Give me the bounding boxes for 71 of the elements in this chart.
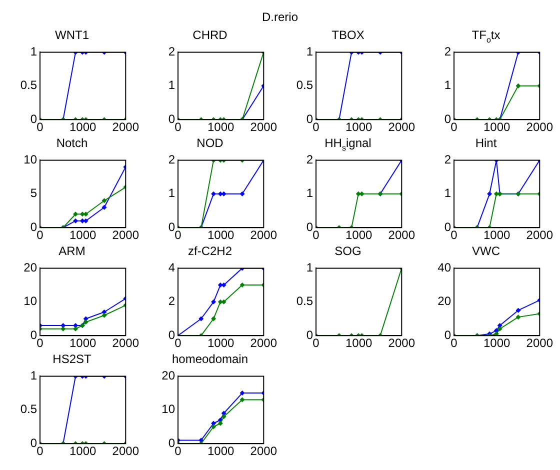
x-tick-label: 1000 <box>345 120 372 134</box>
y-tick-label: 1 <box>306 260 314 275</box>
y-tick-label: 2 <box>444 152 452 167</box>
x-tick-label: 1000 <box>345 336 372 350</box>
y-tick-label: 2 <box>444 44 452 59</box>
chart-title: SOG <box>334 244 362 258</box>
x-tick-label: 1000 <box>69 444 96 458</box>
y-tick-label: 1 <box>30 44 38 59</box>
x-tick-label: 2000 <box>526 336 554 350</box>
chart-title: homeodomain <box>170 352 250 366</box>
x-tick-label: 1000 <box>483 336 510 350</box>
x-tick-label: 1000 <box>207 444 234 458</box>
y-tick-label: 2 <box>306 152 314 167</box>
chart-title: TF$_{o}$tx <box>470 28 502 44</box>
y-tick-label: 4 <box>168 260 176 275</box>
chart-title: NOD <box>196 136 224 150</box>
y-tick-label: 1 <box>168 78 176 92</box>
chart-title: ARM <box>58 244 86 258</box>
y-tick-label: 20 <box>162 368 176 383</box>
y-tick-label: 2 <box>168 152 176 167</box>
x-tick-label: 2000 <box>112 228 140 242</box>
x-tick-label: 2000 <box>250 120 278 134</box>
x-tick-label: 2000 <box>250 336 278 350</box>
x-tick-label: 2000 <box>250 444 278 458</box>
chart-title: Hint <box>474 136 498 150</box>
chart-title: zf-C2H2 <box>186 244 233 258</box>
chart-title: TBOX <box>330 28 366 42</box>
x-tick-label: 1000 <box>345 228 372 242</box>
chart-title: VWC <box>471 244 501 258</box>
x-tick-label: 2000 <box>526 228 554 242</box>
y-tick-label: 0.5 <box>20 78 38 92</box>
x-tick-label: 1000 <box>207 336 234 350</box>
y-tick-label: 1 <box>444 186 452 200</box>
y-tick-label: 1 <box>168 186 176 200</box>
x-tick-label: 1000 <box>69 228 96 242</box>
x-tick-label: 2000 <box>388 228 416 242</box>
y-tick-label: 5 <box>30 186 38 200</box>
x-tick-label: 1000 <box>207 228 234 242</box>
y-tick-label: 1 <box>306 186 314 200</box>
y-tick-label: 0.5 <box>296 294 314 308</box>
y-tick-label: 0.5 <box>20 402 38 416</box>
y-tick-label: 10 <box>24 152 38 167</box>
y-tick-label: 20 <box>438 294 452 308</box>
x-tick-label: 2000 <box>388 120 416 134</box>
chart-title: Notch <box>55 136 89 150</box>
y-tick-label: 1 <box>30 368 38 383</box>
y-tick-label: 1 <box>306 44 314 59</box>
x-tick-label: 2000 <box>112 444 140 458</box>
chart-title: HH$_{s}$ignal <box>324 136 372 152</box>
x-tick-label: 1000 <box>207 120 234 134</box>
x-tick-label: 2000 <box>112 120 140 134</box>
x-tick-label: 2000 <box>250 228 278 242</box>
y-tick-label: 0.5 <box>296 78 314 92</box>
y-tick-label: 2 <box>168 294 176 308</box>
x-tick-label: 1000 <box>483 228 510 242</box>
x-tick-label: 2000 <box>112 336 140 350</box>
y-tick-label: 2 <box>168 44 176 59</box>
chart-title: CHRD <box>192 28 228 42</box>
x-tick-label: 2000 <box>388 336 416 350</box>
text: D.rerio <box>260 9 299 26</box>
y-tick-label: 10 <box>24 294 38 308</box>
y-tick-label: 20 <box>24 260 38 275</box>
y-tick-label: 1 <box>444 78 452 92</box>
y-tick-label: 10 <box>162 402 176 416</box>
x-tick-label: 1000 <box>483 120 510 134</box>
x-tick-label: 2000 <box>526 120 554 134</box>
chart-title: HS2ST <box>52 352 92 366</box>
y-tick-label: 40 <box>438 260 452 275</box>
chart-title: WNT1 <box>54 28 90 42</box>
x-tick-label: 1000 <box>69 336 96 350</box>
x-tick-label: 1000 <box>69 120 96 134</box>
